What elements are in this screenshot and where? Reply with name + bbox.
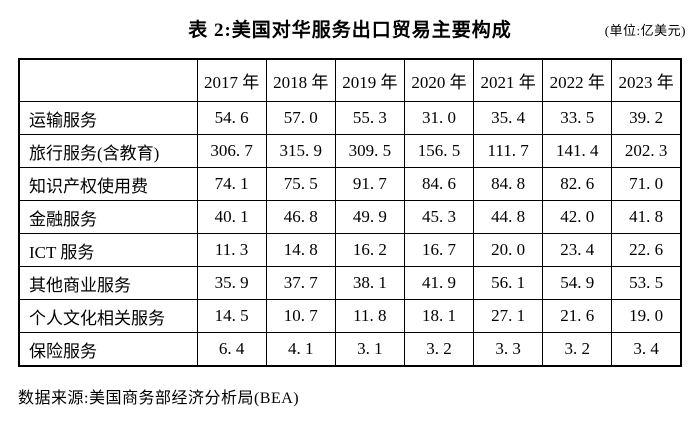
value-cell: 14. 8 bbox=[265, 233, 336, 267]
row-label: 个人文化相关服务 bbox=[18, 299, 198, 333]
year-column-header: 2019 年 bbox=[334, 58, 405, 102]
value-cell: 41. 9 bbox=[403, 266, 475, 300]
row-label: 金融服务 bbox=[18, 200, 198, 234]
data-table: 2017 年 2018 年 2019 年 2020 年 2021 年 2022 年 2023… bbox=[18, 58, 682, 367]
value-cell: 31. 0 bbox=[403, 101, 475, 135]
value-cell: 22. 6 bbox=[611, 233, 682, 267]
row-label: 其他商业服务 bbox=[18, 266, 198, 300]
data-source-note: 数据来源:美国商务部经济分析局(BEA) bbox=[18, 390, 300, 407]
value-cell: 3. 3 bbox=[473, 332, 544, 367]
value-cell: 3. 2 bbox=[542, 332, 613, 367]
table-row: 保险服务 6. 4 4. 1 3. 1 3. 2 3. 3 3. 2 3. 4 bbox=[18, 332, 682, 367]
value-cell: 41. 8 bbox=[611, 200, 682, 234]
value-cell: 33. 5 bbox=[542, 101, 613, 135]
value-cell: 54. 9 bbox=[542, 266, 613, 300]
year-column-header: 2022 年 bbox=[542, 58, 613, 102]
value-cell: 315. 9 bbox=[265, 134, 336, 168]
value-cell: 82. 6 bbox=[542, 167, 613, 201]
value-cell: 53. 5 bbox=[611, 266, 682, 300]
header-row: 2017 年 2018 年 2019 年 2020 年 2021 年 2022 年 2023… bbox=[18, 58, 682, 102]
table-row: 个人文化相关服务 14. 5 10. 7 11. 8 18. 1 27. 1 21. 6 19… bbox=[18, 299, 682, 333]
value-cell: 202. 3 bbox=[611, 134, 682, 168]
value-cell: 18. 1 bbox=[403, 299, 475, 333]
value-cell: 84. 6 bbox=[403, 167, 475, 201]
value-cell: 3. 2 bbox=[403, 332, 475, 367]
value-cell: 54. 6 bbox=[196, 101, 267, 135]
value-cell: 306. 7 bbox=[196, 134, 267, 168]
row-label: ICT 服务 bbox=[18, 233, 198, 267]
value-cell: 4. 1 bbox=[265, 332, 336, 367]
value-cell: 11. 8 bbox=[334, 299, 405, 333]
corner-cell bbox=[18, 58, 198, 102]
value-cell: 49. 9 bbox=[334, 200, 405, 234]
value-cell: 27. 1 bbox=[473, 299, 544, 333]
value-cell: 309. 5 bbox=[334, 134, 405, 168]
table-row: 金融服务 40. 1 46. 8 49. 9 45. 3 44. 8 42. 0 41. 8 bbox=[18, 200, 682, 234]
value-cell: 35. 4 bbox=[473, 101, 544, 135]
value-cell: 16. 7 bbox=[403, 233, 475, 267]
year-column-header: 2018 年 bbox=[265, 58, 336, 102]
value-cell: 11. 3 bbox=[196, 233, 267, 267]
year-column-header: 2017 年 bbox=[196, 58, 267, 102]
table-row: ICT 服务 11. 3 14. 8 16. 2 16. 7 20. 0 23. 4 22. … bbox=[18, 233, 682, 267]
value-cell: 71. 0 bbox=[611, 167, 682, 201]
value-cell: 40. 1 bbox=[196, 200, 267, 234]
value-cell: 42. 0 bbox=[542, 200, 613, 234]
page-title: 表 2:美国对华服务出口贸易主要构成 bbox=[188, 20, 512, 41]
value-cell: 91. 7 bbox=[334, 167, 405, 201]
value-cell: 39. 2 bbox=[611, 101, 682, 135]
value-cell: 19. 0 bbox=[611, 299, 682, 333]
year-column-header: 2021 年 bbox=[473, 58, 544, 102]
value-cell: 16. 2 bbox=[334, 233, 405, 267]
value-cell: 57. 0 bbox=[265, 101, 336, 135]
value-cell: 3. 1 bbox=[334, 332, 405, 367]
table-row: 运输服务 54. 6 57. 0 55. 3 31. 0 35. 4 33. 5 39. 2 bbox=[18, 101, 682, 135]
value-cell: 84. 8 bbox=[473, 167, 544, 201]
value-cell: 156. 5 bbox=[403, 134, 475, 168]
value-cell: 55. 3 bbox=[334, 101, 405, 135]
value-cell: 3. 4 bbox=[611, 332, 682, 367]
value-cell: 37. 7 bbox=[265, 266, 336, 300]
value-cell: 56. 1 bbox=[473, 266, 544, 300]
row-label: 知识产权使用费 bbox=[18, 167, 198, 201]
unit-label: (单位:亿美元) bbox=[604, 23, 686, 38]
value-cell: 111. 7 bbox=[473, 134, 544, 168]
value-cell: 45. 3 bbox=[403, 200, 475, 234]
year-column-header: 2020 年 bbox=[403, 58, 475, 102]
value-cell: 21. 6 bbox=[542, 299, 613, 333]
value-cell: 6. 4 bbox=[196, 332, 267, 367]
row-label: 保险服务 bbox=[18, 332, 198, 367]
value-cell: 44. 8 bbox=[473, 200, 544, 234]
table-header-area: 表 2:美国对华服务出口贸易主要构成 (单位:亿美元) bbox=[0, 0, 700, 52]
year-column-header: 2023 年 bbox=[611, 58, 682, 102]
table-row: 知识产权使用费 74. 1 75. 5 91. 7 84. 6 84. 8 82. 6 71.… bbox=[18, 167, 682, 201]
value-cell: 10. 7 bbox=[265, 299, 336, 333]
value-cell: 75. 5 bbox=[265, 167, 336, 201]
value-cell: 35. 9 bbox=[196, 266, 267, 300]
table-row: 其他商业服务 35. 9 37. 7 38. 1 41. 9 56. 1 54. 9 53. … bbox=[18, 266, 682, 300]
value-cell: 38. 1 bbox=[334, 266, 405, 300]
value-cell: 23. 4 bbox=[542, 233, 613, 267]
value-cell: 20. 0 bbox=[473, 233, 544, 267]
value-cell: 74. 1 bbox=[196, 167, 267, 201]
value-cell: 46. 8 bbox=[265, 200, 336, 234]
value-cell: 14. 5 bbox=[196, 299, 267, 333]
row-label: 旅行服务(含教育) bbox=[18, 134, 198, 168]
value-cell: 141. 4 bbox=[542, 134, 613, 168]
row-label: 运输服务 bbox=[18, 101, 198, 135]
